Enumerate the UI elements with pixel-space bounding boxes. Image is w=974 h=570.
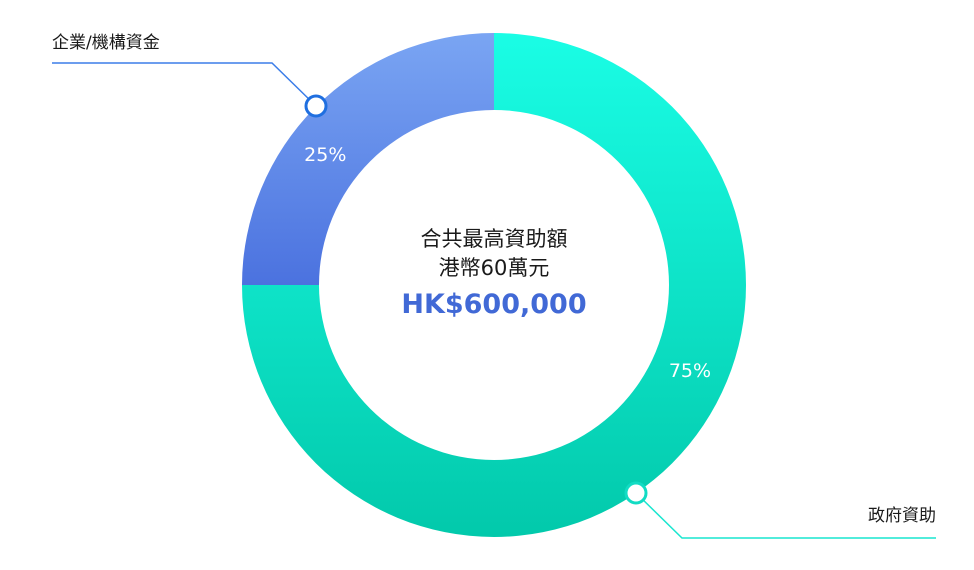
- callout-dot-government: [624, 481, 648, 505]
- center-amount: HK$600,000: [401, 289, 587, 320]
- callout-line-government: [635, 492, 936, 539]
- donut-slice-corporate: [242, 33, 494, 285]
- legend-label-government: 政府資助: [868, 506, 936, 526]
- center-title: 合共最高資助額: [420, 227, 568, 251]
- center-subtitle: 港幣60萬元: [438, 256, 550, 280]
- value-label-government: 75%: [669, 360, 711, 382]
- callout-line-corporate: [52, 62, 317, 107]
- donut-slice-government: [242, 33, 746, 537]
- legend-label-corporate: 企業/機構資金: [52, 33, 160, 53]
- callout-dot-corporate: [304, 94, 328, 118]
- value-label-corporate: 25%: [304, 144, 346, 166]
